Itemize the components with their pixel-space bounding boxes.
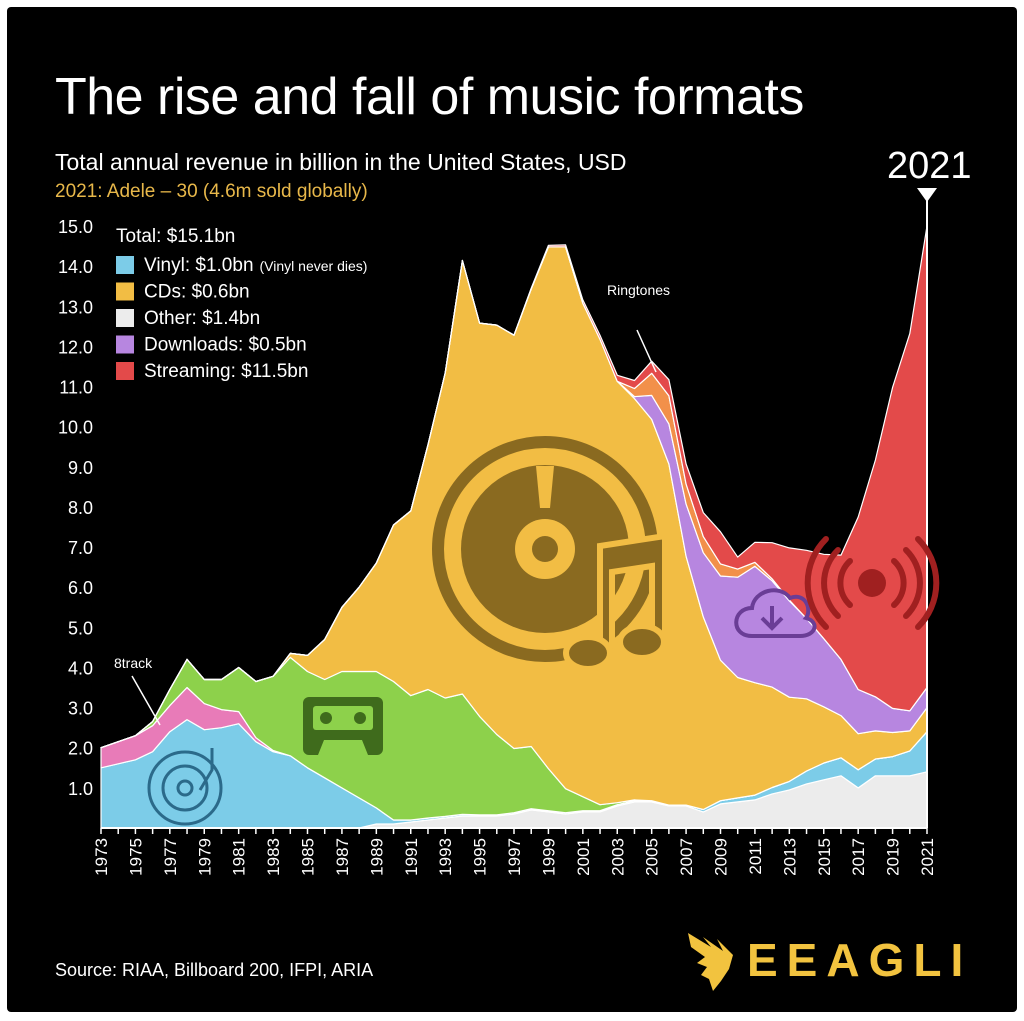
x-tick-label: 1973: [92, 838, 111, 876]
chart-note: 2021: Adele – 30 (4.6m sold globally): [55, 181, 368, 202]
cd-music-icon: [432, 436, 668, 672]
legend-swatch-cd: [116, 282, 134, 301]
x-tick-label: 1995: [471, 838, 490, 876]
vinyl-record-icon: [147, 748, 223, 826]
cassette-icon: [303, 697, 383, 755]
y-tick-label: 1.0: [68, 779, 93, 799]
annotation-ringtones-pointer: [636, 329, 657, 373]
x-tick-label: 1975: [126, 838, 145, 876]
annotation-8track: 8track: [114, 655, 153, 671]
y-tick-label: 10.0: [58, 418, 93, 438]
chart-frame: The rise and fall of music formats Total…: [7, 7, 1017, 1012]
broadcast-icon: [804, 536, 940, 630]
y-tick-label: 7.0: [68, 538, 93, 558]
y-tick-label: 15.0: [58, 217, 93, 237]
legend-label-vinyl: Vinyl: $1.0bn (Vinyl never dies): [144, 255, 367, 276]
legend-swatch-vinyl: [116, 256, 134, 274]
brand-logo: EEAGLI: [683, 925, 983, 995]
x-tick-label: 2017: [849, 838, 868, 876]
legend-swatch-other: [116, 309, 134, 327]
x-tick-label: 1987: [333, 838, 352, 876]
legend-label-streaming: Streaming: $11.5bn: [144, 361, 308, 382]
chart-subtitle: Total annual revenue in billion in the U…: [55, 149, 627, 175]
legend-swatch-streaming: [116, 362, 134, 380]
legend-swatch-downloads: [116, 335, 134, 354]
x-tick-label: 1985: [299, 838, 318, 876]
y-tick-label: 2.0: [68, 739, 93, 759]
annotation-8track-pointer: [131, 675, 161, 726]
x-tick-label: 2007: [677, 838, 696, 876]
y-tick-label: 3.0: [68, 699, 93, 719]
legend-label-other: Other: $1.4bn: [144, 308, 260, 329]
x-tick-label: 1999: [539, 838, 558, 876]
x-tick-label: 2003: [608, 838, 627, 876]
y-tick-label: 8.0: [68, 498, 93, 518]
legend-label-cd: CDs: $0.6bn: [144, 282, 250, 303]
x-tick-label: 1983: [264, 838, 283, 876]
y-tick-label: 13.0: [58, 297, 93, 317]
x-tick-label: 1993: [436, 838, 455, 876]
x-tick-label: 1979: [195, 838, 214, 876]
year-marker-label: 2021: [887, 145, 972, 187]
x-tick-label: 2011: [746, 838, 765, 875]
y-tick-label: 6.0: [68, 578, 93, 598]
cloud-download-icon: [734, 588, 817, 638]
x-tick-label: 2005: [643, 838, 662, 876]
eagle-logo-icon: [688, 933, 733, 991]
y-tick-label: 14.0: [58, 257, 93, 277]
x-tick-label: 2019: [884, 838, 903, 876]
source-note: Source: RIAA, Billboard 200, IFPI, ARIA: [55, 960, 374, 980]
annotation-ringtones: Ringtones: [607, 282, 670, 298]
legend-note: (Vinyl never dies): [260, 258, 368, 274]
x-tick-label: 2015: [815, 838, 834, 876]
x-tick-label: 1997: [505, 838, 524, 876]
x-tick-label: 2001: [574, 838, 593, 876]
y-tick-label: 9.0: [68, 458, 93, 478]
legend-total: Total: $15.1bn: [116, 226, 235, 247]
brand-name: EEAGLI: [747, 934, 973, 986]
y-tick-label: 12.0: [58, 337, 93, 357]
x-tick-label: 2009: [712, 838, 731, 876]
x-tick-label: 2013: [780, 838, 799, 876]
x-tick-label: 2021: [918, 838, 937, 876]
legend-label-downloads: Downloads: $0.5bn: [144, 335, 307, 356]
x-tick-label: 1977: [161, 838, 180, 876]
year-marker-triangle: [917, 188, 937, 202]
y-tick-label: 11.0: [59, 378, 93, 398]
x-tick-label: 1991: [402, 838, 421, 876]
y-tick-label: 5.0: [68, 618, 93, 638]
x-tick-label: 1981: [230, 838, 249, 876]
chart-title: The rise and fall of music formats: [55, 68, 804, 126]
x-tick-label: 1989: [367, 838, 386, 876]
y-tick-label: 4.0: [68, 658, 93, 678]
